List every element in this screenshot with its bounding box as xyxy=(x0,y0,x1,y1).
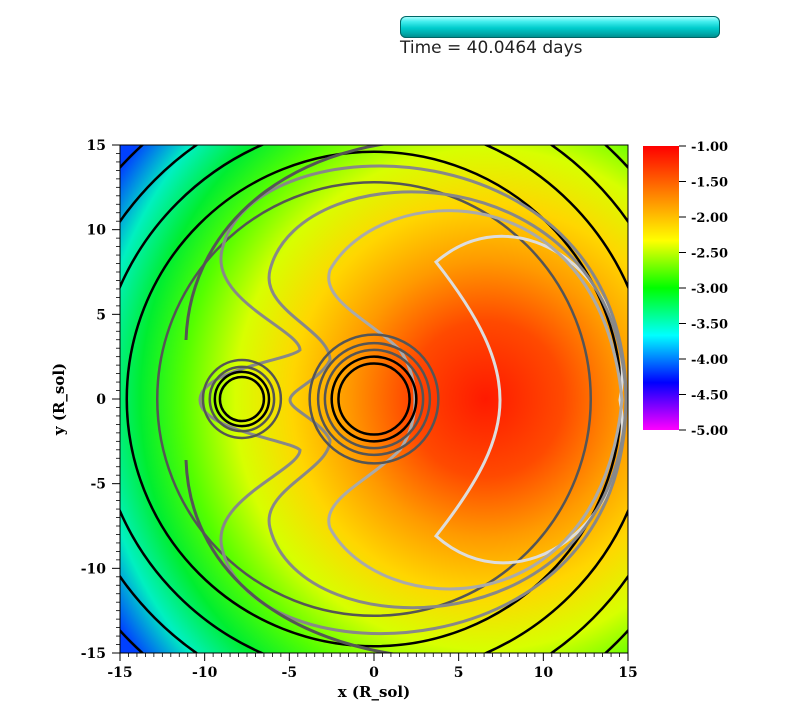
x-tick-label: 10 xyxy=(534,665,554,681)
x-tick-label: 5 xyxy=(454,665,464,681)
time-label: Time = 40.0464 days xyxy=(400,38,583,58)
contour-lobe xyxy=(267,190,628,610)
plot-area xyxy=(120,145,628,653)
y-tick-label: 10 xyxy=(87,223,107,239)
y-axis-title: y (R_sol) xyxy=(50,363,68,436)
colorbar: -1.00 -1.50 -2.00 -2.50 -3.00 -3.50 -4.00 -4.50… xyxy=(643,140,728,439)
y-tick-label: -15 xyxy=(81,646,106,662)
star-contour-ring xyxy=(213,370,271,428)
colorbar-tick-label: -2.50 xyxy=(691,247,728,262)
colorbar-tick-label: -1.50 xyxy=(691,176,728,191)
colorbar-ticks: -1.00 -1.50 -2.00 -2.50 -3.00 -3.50 -4.00 -4.50… xyxy=(679,140,728,439)
colorbar-tick-label: -1.00 xyxy=(691,140,728,155)
star-contour-ring xyxy=(330,355,418,443)
contour-lobe xyxy=(198,164,628,636)
star-contour-ring xyxy=(337,362,411,436)
colorbar-tick-label: -5.00 xyxy=(691,424,728,439)
star-contour-ring xyxy=(316,341,432,457)
y-tick-label: 5 xyxy=(96,307,106,323)
contour-lines xyxy=(120,145,628,653)
x-tick-label: -5 xyxy=(282,665,298,681)
contour-lobe xyxy=(327,209,624,591)
star-contour-ring xyxy=(201,358,283,440)
colorbar-gradient xyxy=(643,146,679,430)
colorbar-tick-label: -3.00 xyxy=(691,282,728,297)
colorbar-tick-label: -2.00 xyxy=(691,211,728,226)
star-contour-ring xyxy=(323,348,425,450)
y-tick-label: -10 xyxy=(81,561,107,577)
contour-lobe xyxy=(184,145,397,653)
colorbar-tick-label: -4.00 xyxy=(691,353,728,368)
y-tick-label: -5 xyxy=(90,477,106,493)
x-tick-label: -15 xyxy=(107,665,132,681)
colorbar-tick-label: -4.50 xyxy=(691,389,728,404)
y-tick-label: 15 xyxy=(87,138,106,154)
progress-bar xyxy=(400,16,720,38)
heatmap-background xyxy=(120,145,628,653)
star-contour-ring xyxy=(218,375,266,423)
star-contour-ring xyxy=(308,333,440,465)
contour-lobe xyxy=(433,234,624,565)
x-axis: -15 -10 -5 0 5 10 15 xyxy=(107,653,638,681)
y-axis: -15 -10 -5 0 5 10 15 xyxy=(81,138,120,662)
y-tick-label: 0 xyxy=(96,392,106,408)
x-tick-label: -10 xyxy=(192,665,218,681)
star-contour-ring xyxy=(208,365,276,433)
x-tick-label: 0 xyxy=(369,665,379,681)
x-axis-title: x (R_sol) xyxy=(338,683,410,701)
contour-arc xyxy=(156,181,592,617)
colorbar-tick-label: -3.50 xyxy=(691,318,728,333)
x-tick-label: 15 xyxy=(618,665,637,681)
